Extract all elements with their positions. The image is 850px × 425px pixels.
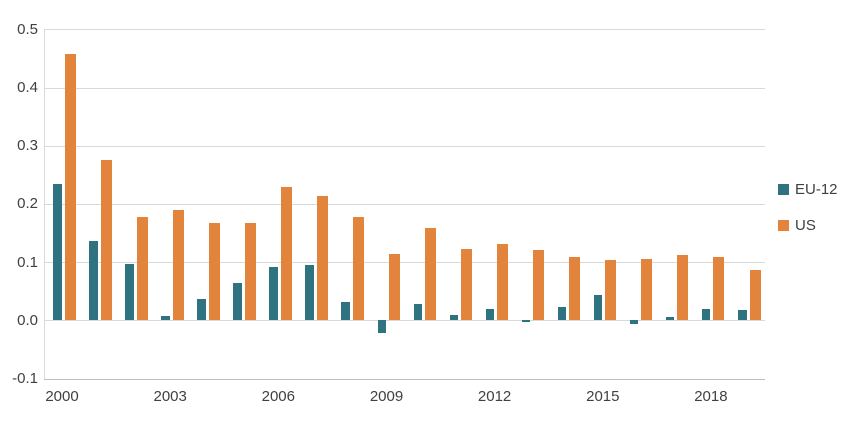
bar-eu12-2010: [413, 304, 422, 321]
x-tick-label-2006: 2006: [261, 388, 295, 405]
legend-label-us: US: [795, 217, 816, 234]
gridline-0.0: [44, 320, 765, 322]
legend-item-eu12: EU-12: [778, 181, 838, 198]
y-tick-label: 0.2: [17, 195, 38, 213]
bar-us-2017: [677, 254, 689, 321]
bar-us-2002: [136, 216, 148, 321]
bar-us-2019: [749, 270, 761, 321]
gridline-0.2: [44, 203, 765, 205]
x-tick-label-2015: 2015: [586, 388, 620, 405]
bar-us-2009: [389, 254, 400, 321]
gridline-0.1: [44, 262, 765, 264]
bar-us-2015: [605, 260, 617, 321]
x-tick-label-2003: 2003: [153, 388, 187, 405]
bar-eu12-2011: [449, 315, 459, 321]
y-tick-label: 0.3: [17, 137, 38, 155]
x-tick-label-2009: 2009: [369, 388, 404, 405]
gridline-0.5: [44, 29, 765, 31]
gridline-0.4: [44, 87, 765, 89]
bar-us-2018: [713, 257, 725, 321]
y-tick-label: 0.4: [17, 79, 38, 96]
bar-us-2005: [244, 222, 256, 321]
bar-eu12-2017: [665, 317, 675, 321]
bar-eu12-2004: [197, 298, 206, 321]
bar-us-2012: [497, 244, 509, 321]
bar-eu12-2003: [161, 315, 170, 321]
bar-us-2001: [100, 160, 112, 321]
bar-eu12-2012: [485, 308, 495, 321]
y-tick-label: 0.0: [17, 311, 38, 329]
bar-eu12-2016: [629, 320, 639, 324]
bar-us-2008: [352, 217, 364, 321]
x-tick-label-2012: 2012: [477, 388, 512, 405]
bar-us-2007: [316, 195, 328, 321]
bar-us-2011: [461, 248, 473, 321]
bar-us-2006: [280, 187, 292, 321]
bar-us-2013: [533, 249, 545, 321]
legend-swatch-us-icon: [778, 220, 789, 231]
bar-us-2016: [641, 259, 653, 321]
bar-eu12-2000: [53, 183, 62, 321]
legend-item-us: US: [778, 217, 838, 234]
bar-eu12-2018: [701, 308, 711, 321]
bar-us-2004: [208, 222, 220, 321]
bar-eu12-2002: [125, 263, 134, 321]
bar-eu12-2001: [89, 240, 98, 321]
bar-eu12-2005: [233, 283, 242, 321]
y-tick-label: 0.5: [17, 20, 38, 38]
x-tick-label-2000: 2000: [45, 388, 79, 405]
legend-swatch-eu12-icon: [778, 184, 789, 195]
bar-eu12-2014: [557, 306, 567, 321]
y-axis-line: [44, 29, 45, 379]
y-tick-label: -0.1: [12, 370, 38, 387]
bar-eu12-2013: [521, 320, 531, 322]
bar-us-2000: [64, 54, 76, 321]
legend: EU-12 US: [778, 181, 838, 253]
bar-eu12-2015: [593, 295, 603, 321]
bar-eu12-2009: [377, 320, 386, 334]
bar-eu12-2007: [305, 265, 314, 321]
x-tick-label-2018: 2018: [694, 388, 728, 405]
y-tick-label: 0.1: [17, 253, 38, 271]
bar-us-2010: [425, 228, 436, 321]
legend-label-eu12: EU-12: [795, 181, 838, 198]
bar-eu12-2006: [269, 267, 278, 321]
bar-eu12-2008: [341, 302, 350, 321]
bar-eu12-2019: [738, 310, 747, 321]
gridline--0.1: [44, 378, 765, 380]
bar-us-2003: [172, 210, 184, 321]
bar-us-2014: [569, 256, 581, 321]
gridline-0.3: [44, 145, 765, 147]
